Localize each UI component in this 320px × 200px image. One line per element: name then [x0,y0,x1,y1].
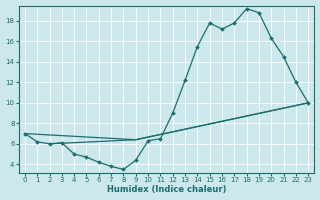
X-axis label: Humidex (Indice chaleur): Humidex (Indice chaleur) [107,185,226,194]
